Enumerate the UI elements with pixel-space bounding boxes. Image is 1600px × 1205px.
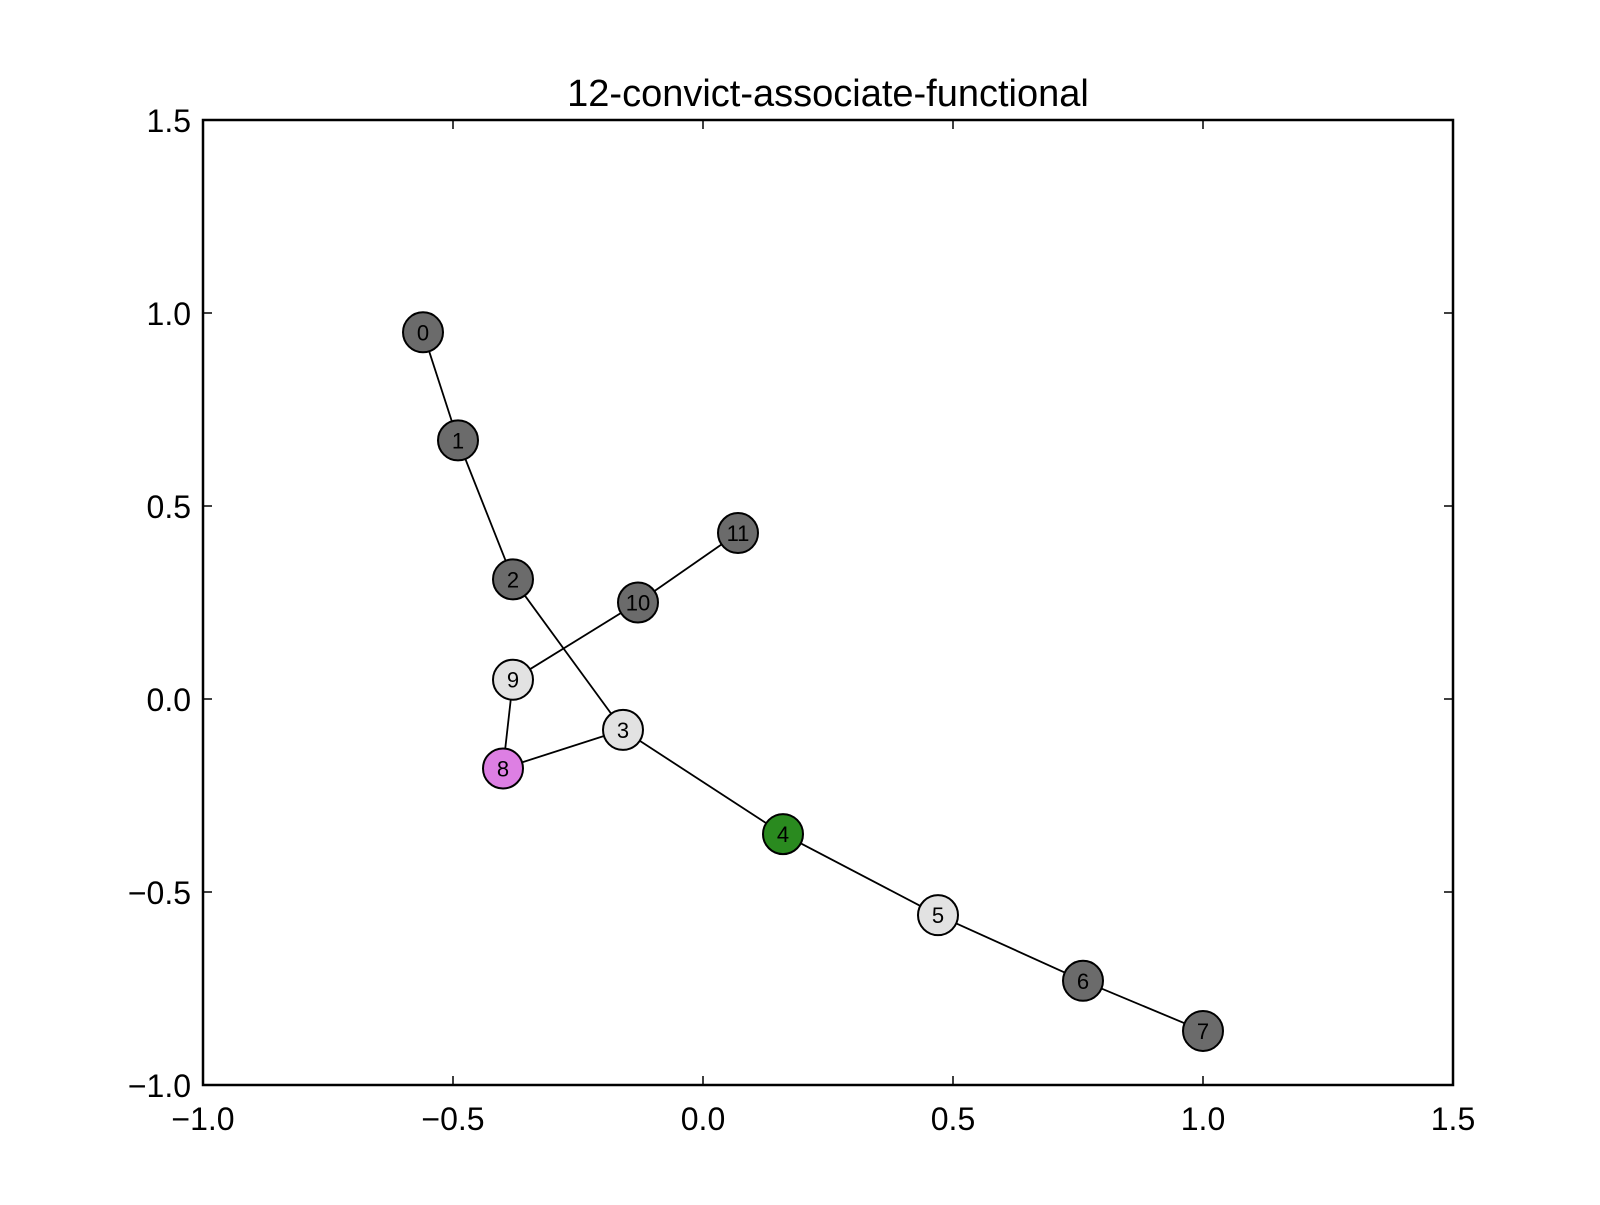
node-circle [437,419,479,462]
node-label: 2 [507,567,519,592]
edge-4-5 [782,833,939,916]
node-2: 2 [492,558,534,601]
node-8: 8 [482,747,524,790]
ticks-layer: −1.0 −0.5 0.0 0.5 1.0 1.5 −1.0 −0.5 0.0 0.5 1.0 1.5 [128,103,1475,1137]
node-7: 7 [1182,1009,1224,1052]
x-tick-label: −0.5 [421,1101,484,1137]
node-5: 5 [917,894,959,937]
node-circle [617,581,659,624]
node-label: 1 [452,428,464,453]
y-tick-label: −1.0 [128,1068,191,1104]
node-10: 10 [617,581,659,624]
node-circle [492,558,534,601]
y-tick-label: 1.0 [147,296,191,332]
node-label: 0 [417,320,429,345]
node-circle [762,813,804,856]
node-label: 3 [617,718,629,743]
node-label: 5 [932,903,944,928]
node-label: 4 [777,822,789,847]
x-tick-label: 1.5 [1431,1101,1475,1137]
x-tick-label: 1.0 [1181,1101,1225,1137]
node-circle [917,894,959,937]
plot-area [203,120,1453,1085]
x-tick-label: 0.0 [681,1101,725,1137]
node-label: 8 [497,756,509,781]
edge-9-10 [512,601,639,681]
node-label: 9 [507,668,519,693]
node-circle [402,311,444,354]
node-3: 3 [602,708,644,751]
node-circle [1062,959,1104,1002]
node-1: 1 [437,419,479,462]
y-tick-label: 1.5 [147,103,191,139]
node-0: 0 [402,311,444,354]
node-label: 7 [1197,1019,1209,1044]
x-tick-label: −1.0 [171,1101,234,1137]
y-tick-label: 0.0 [147,682,191,718]
node-label: 11 [727,521,750,546]
node-circle [492,658,534,701]
node-11: 11 [717,512,759,555]
plot-frame [201,118,1455,1087]
edge-1-2 [457,440,514,580]
edge-2-3 [512,578,624,731]
edge-6-7 [1082,979,1204,1032]
node-circle [482,747,524,790]
y-tick-label: 0.5 [147,489,191,525]
node-circle [1182,1009,1224,1052]
chart-title: 12-convict-associate-functional [567,73,1089,115]
node-circle [602,708,644,751]
x-tick-label: 0.5 [931,1101,975,1137]
node-9: 9 [492,658,534,701]
node-label: 10 [626,591,650,616]
nodes-layer: 0 1 2 3 4 5 6 7 8 9 10 11 [402,311,1224,1052]
node-label: 6 [1077,969,1089,994]
y-tick-label: −0.5 [128,875,191,911]
edge-3-4 [622,729,784,835]
node-4: 4 [762,813,804,856]
node-circle [717,512,759,555]
edge-5-6 [937,914,1084,982]
node-6: 6 [1062,959,1104,1002]
edge-3-8 [502,729,624,770]
